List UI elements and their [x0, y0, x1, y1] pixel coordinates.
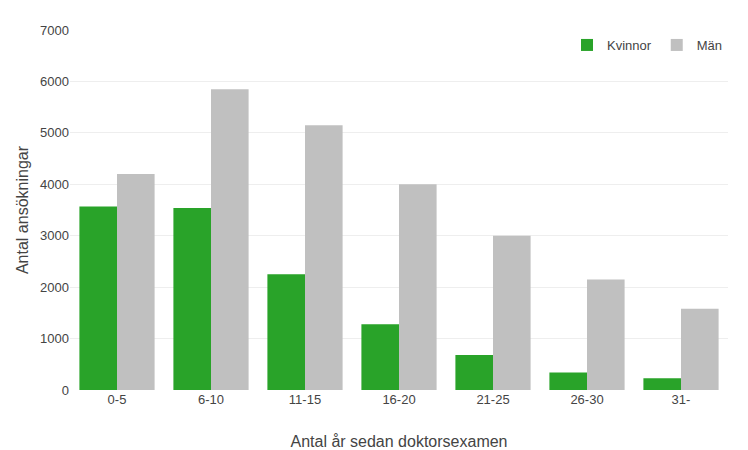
svg-text:Män: Män	[697, 38, 722, 53]
svg-text:3000: 3000	[40, 228, 69, 243]
svg-text:21-25: 21-25	[476, 392, 509, 407]
svg-text:5000: 5000	[40, 125, 69, 140]
svg-text:Antal ansökningar: Antal ansökningar	[14, 145, 31, 274]
svg-text:7000: 7000	[40, 23, 69, 38]
svg-text:6-10: 6-10	[198, 392, 224, 407]
svg-text:4000: 4000	[40, 177, 69, 192]
svg-text:11-15: 11-15	[289, 392, 321, 407]
svg-text:Kvinnor: Kvinnor	[607, 38, 652, 53]
svg-text:0: 0	[62, 383, 69, 398]
svg-text:2000: 2000	[40, 280, 69, 295]
svg-text:26-30: 26-30	[570, 392, 603, 407]
svg-text:1000: 1000	[40, 331, 69, 346]
svg-text:6000: 6000	[40, 74, 69, 89]
svg-text:16-20: 16-20	[382, 392, 415, 407]
svg-text:31-: 31-	[672, 392, 691, 407]
svg-text:Antal år sedan doktorsexamen: Antal år sedan doktorsexamen	[290, 433, 507, 450]
svg-text:0-5: 0-5	[108, 392, 127, 407]
